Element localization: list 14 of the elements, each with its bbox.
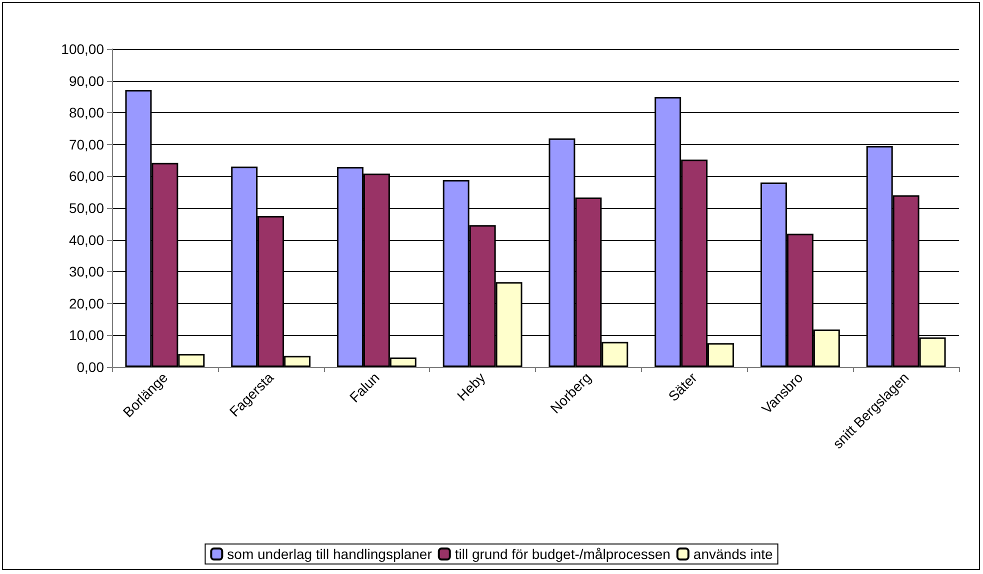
y-tick-label: 90,00 <box>68 72 104 89</box>
y-tick-label: 20,00 <box>68 295 104 312</box>
legend-label: som underlag till handlingsplaner <box>227 546 432 562</box>
y-tick-label: 60,00 <box>68 168 104 184</box>
y-tick-label: 0,00 <box>76 359 104 375</box>
y-tick-label: 40,00 <box>68 232 104 248</box>
y-tick-label: 70,00 <box>68 136 104 152</box>
y-tick-label: 80,00 <box>68 104 104 121</box>
y-tick-label: 10,00 <box>68 327 104 344</box>
y-tick-label: 100,00 <box>61 41 104 57</box>
y-tick-label: 30,00 <box>68 264 104 280</box>
legend-label: till grund för budget-/målprocessen <box>454 546 670 562</box>
legend-label: används inte <box>693 546 774 562</box>
y-tick-label: 50,00 <box>68 200 104 216</box>
